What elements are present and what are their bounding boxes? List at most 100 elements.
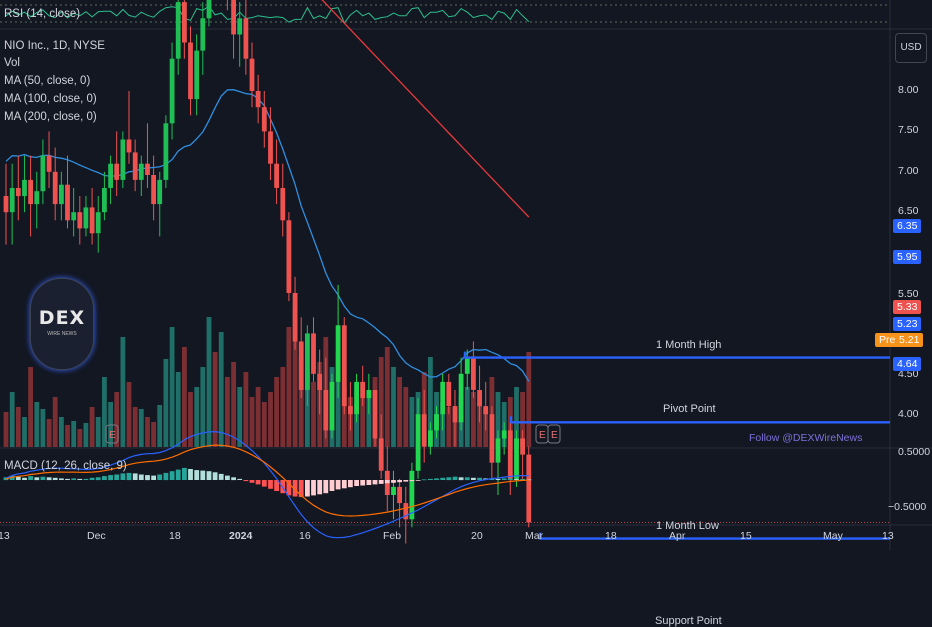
candle-body: [378, 438, 384, 471]
candle-body: [268, 131, 273, 164]
macd-histogram-bar: [341, 480, 347, 489]
currency-button[interactable]: USD: [895, 33, 927, 63]
candle-body: [464, 357, 470, 374]
volume-bar: [218, 332, 224, 447]
macd-histogram-bar: [477, 477, 482, 480]
volume-bar: [59, 417, 64, 447]
candle-body: [440, 381, 446, 415]
volume-bar: [3, 412, 9, 447]
volume-bar: [391, 367, 396, 447]
candle-body: [366, 390, 372, 399]
symbol-legend[interactable]: NIO Inc., 1D, NYSE: [4, 40, 105, 52]
volume-bar: [428, 357, 433, 447]
y-tick-label: 7.00: [898, 165, 919, 177]
volume-bar: [194, 387, 200, 447]
macd-histogram-bar: [372, 480, 378, 485]
candle-body: [145, 163, 150, 175]
ma200-legend[interactable]: MA (200, close, 0): [4, 111, 97, 123]
macd-histogram-bar: [458, 477, 464, 481]
y-tick-label: 4.50: [898, 368, 919, 380]
macd-histogram-bar: [77, 478, 83, 480]
x-tick-label: 15: [740, 530, 752, 542]
candle-body: [132, 152, 138, 180]
price-tag: 6.35: [893, 219, 922, 233]
candle-body: [483, 406, 489, 415]
macd-histogram-bar: [446, 477, 452, 481]
candle-body: [526, 454, 532, 523]
macd-histogram-bar: [138, 474, 144, 480]
earnings-marker-glyph: E: [109, 430, 116, 441]
volume-bar: [403, 387, 409, 447]
candle-body: [458, 373, 464, 423]
candle-body: [360, 381, 366, 399]
candle-body: [59, 184, 64, 205]
candle-body: [329, 381, 335, 431]
volume-bar: [249, 397, 255, 447]
y-tick-label: 8.00: [898, 84, 919, 96]
candle-body: [274, 163, 279, 188]
macd-histogram-bar: [151, 475, 156, 480]
candle-body: [446, 381, 452, 407]
volume-bar: [280, 367, 286, 447]
volume-bar: [341, 387, 347, 447]
candle-body: [52, 171, 58, 205]
x-tick-label: 20: [471, 530, 483, 542]
volume-bar: [34, 402, 40, 447]
x-tick-label: 2024: [229, 530, 253, 542]
volume-bar: [268, 392, 273, 447]
macd-histogram-bar: [231, 477, 236, 481]
ma50-line: [5, 89, 530, 382]
volume-bar: [212, 352, 218, 447]
vol-legend[interactable]: Vol: [4, 57, 20, 69]
macd-histogram-bar: [225, 475, 230, 480]
macd-histogram-bar: [126, 472, 132, 481]
candle-body: [157, 179, 163, 205]
volume-bar: [311, 382, 316, 447]
candle-body: [335, 325, 341, 382]
macd-histogram-bar: [212, 472, 218, 480]
ma100-legend[interactable]: MA (100, close, 0): [4, 93, 97, 105]
price-tag: 5.23: [893, 317, 922, 331]
volume-bar: [384, 347, 390, 447]
volume-bar: [114, 392, 120, 447]
candle-body: [243, 18, 249, 59]
candle-body: [188, 42, 193, 100]
volume-bar: [182, 347, 187, 447]
macd-histogram-bar: [348, 480, 353, 488]
macd-histogram-bar: [507, 478, 513, 480]
candle-body: [65, 184, 70, 221]
candle-body: [102, 188, 107, 213]
macd-histogram-bar: [495, 478, 501, 480]
macd-histogram-bar: [274, 480, 279, 491]
macd-histogram-bar: [206, 471, 212, 480]
volume-bar: [126, 382, 132, 447]
volume-bar: [89, 407, 95, 447]
candle-body: [348, 406, 353, 415]
macd-histogram-bar: [286, 480, 292, 496]
candle-body: [40, 155, 46, 192]
macd-histogram-bar: [218, 473, 224, 480]
macd-legend[interactable]: MACD (12, 26, close, 9): [4, 460, 127, 472]
candle-body: [428, 430, 433, 447]
volume-bar: [477, 402, 482, 447]
volume-bar: [298, 357, 304, 447]
volume-bar: [169, 327, 175, 447]
y-tick-label: 7.50: [898, 124, 919, 136]
volume-bar: [102, 377, 107, 447]
level-label: Pivot Point: [663, 403, 716, 415]
price-tag: 5.95: [893, 250, 922, 264]
candle-body: [255, 91, 261, 108]
candle-body: [163, 123, 169, 180]
rsi-legend[interactable]: RSI (14, close): [4, 8, 81, 20]
candle-body: [397, 486, 402, 504]
volume-bar: [71, 421, 77, 447]
candle-body: [286, 220, 292, 293]
macd-histogram-bar: [71, 478, 77, 480]
macd-histogram-bar: [335, 480, 341, 490]
candle-body: [409, 470, 415, 520]
rsi-line: [5, 5, 530, 25]
ma50-legend[interactable]: MA (50, close, 0): [4, 75, 91, 87]
volume-bar: [188, 392, 193, 447]
macd-tick-label: 0.5000: [898, 446, 931, 458]
